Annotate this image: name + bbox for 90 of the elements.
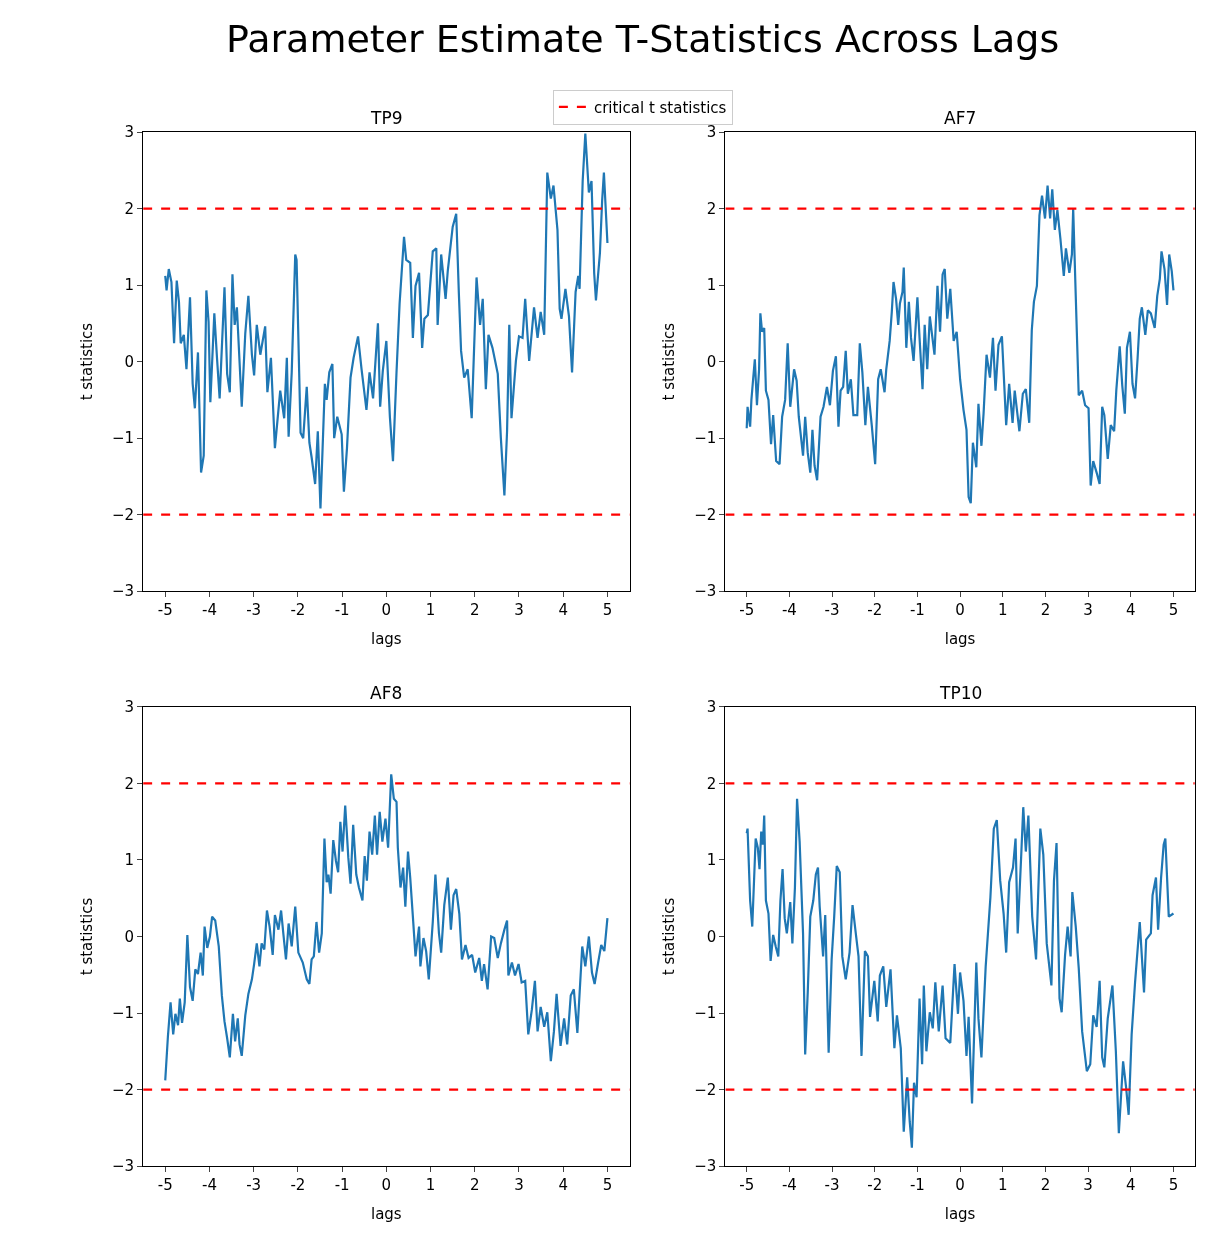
x-tick-label: 5 <box>602 601 613 620</box>
x-tick-label: -1 <box>334 601 350 620</box>
x-tick-label: -5 <box>739 601 755 620</box>
x-tick-label: -5 <box>157 601 173 620</box>
x-tick-label: 0 <box>381 601 392 620</box>
y-tick-label: 2 <box>706 774 717 793</box>
line-series <box>164 132 609 510</box>
y-axis-title: t statistics <box>78 322 97 401</box>
x-axis-title: lags <box>944 630 976 649</box>
y-tick-label: 2 <box>124 774 135 793</box>
x-axis-title: lags <box>370 1205 402 1224</box>
x-tick-label: -2 <box>290 601 306 620</box>
y-tick-label: −1 <box>694 1004 717 1023</box>
x-tick-label: 0 <box>955 601 965 620</box>
x-tick-label: -1 <box>334 1176 350 1195</box>
x-tick-label: 2 <box>1040 1176 1051 1195</box>
text: Parameter Estimate T-Statistics Across Lags <box>226 17 1060 61</box>
y-tick-label: 1 <box>124 851 135 870</box>
y-tick-label: −2 <box>694 505 717 524</box>
x-tick-label: -4 <box>781 601 797 620</box>
y-tick-label: 0 <box>124 927 135 946</box>
y-tick-label: 0 <box>124 352 135 371</box>
x-tick-label: 3 <box>1083 601 1093 620</box>
x-tick-label: 1 <box>425 1176 436 1195</box>
y-tick-label: −2 <box>112 505 135 524</box>
y-tick-label: −1 <box>694 429 717 448</box>
x-tick-label: 3 <box>514 601 524 620</box>
y-tick-label: −2 <box>112 1080 135 1099</box>
line-series <box>745 797 1175 1149</box>
y-tick-label: 2 <box>706 199 717 218</box>
x-tick-label: 3 <box>514 1176 524 1195</box>
x-tick-label: -1 <box>909 1176 925 1195</box>
y-tick-label: 3 <box>124 123 135 142</box>
y-tick-label: 1 <box>124 276 135 295</box>
line-series <box>164 773 609 1082</box>
x-tick-label: 2 <box>470 601 480 620</box>
y-tick-label: −1 <box>112 1004 135 1023</box>
x-tick-label: -5 <box>739 1176 755 1195</box>
y-tick-label: 2 <box>124 199 135 218</box>
x-tick-label: 1 <box>997 1176 1008 1195</box>
x-tick-label: 1 <box>997 601 1008 620</box>
x-axis-title: lags <box>370 630 402 649</box>
x-axis-title: lags <box>944 1205 976 1224</box>
y-tick-label: 0 <box>706 927 717 946</box>
x-tick-label: 4 <box>1126 601 1136 620</box>
x-tick-label: -3 <box>824 1176 840 1195</box>
x-tick-label: -3 <box>824 601 840 620</box>
x-tick-label: -3 <box>246 1176 262 1195</box>
y-axis-title: t statistics <box>660 322 679 401</box>
chart-title: TP9 <box>370 108 403 128</box>
x-tick-label: 4 <box>1126 1176 1136 1195</box>
y-tick-label: 3 <box>706 123 717 142</box>
y-tick-label: 1 <box>706 851 717 870</box>
chart-title: AF7 <box>944 108 977 128</box>
x-tick-label: 2 <box>470 1176 480 1195</box>
x-tick-label: -1 <box>909 601 925 620</box>
y-tick-label: −1 <box>112 429 135 448</box>
y-tick-label: 3 <box>706 698 717 717</box>
x-tick-label: 0 <box>955 1176 965 1195</box>
x-tick-label: 3 <box>1083 1176 1093 1195</box>
y-tick-label: 3 <box>124 698 135 717</box>
y-tick-label: −3 <box>112 1157 135 1176</box>
y-axis-title: t statistics <box>78 897 97 976</box>
x-tick-label: 1 <box>425 601 436 620</box>
line-series <box>745 184 1175 505</box>
y-tick-label: −3 <box>694 582 717 601</box>
x-tick-label: -2 <box>290 1176 306 1195</box>
x-tick-label: -2 <box>867 601 883 620</box>
y-tick-label: −3 <box>694 1157 717 1176</box>
x-tick-label: -3 <box>246 601 262 620</box>
y-tick-label: 1 <box>706 276 717 295</box>
legend-label: critical t statistics <box>593 98 727 117</box>
x-tick-label: 4 <box>558 1176 568 1195</box>
y-tick-label: −2 <box>694 1080 717 1099</box>
x-tick-label: 2 <box>1040 601 1051 620</box>
y-axis-title: t statistics <box>660 897 679 976</box>
x-tick-label: -4 <box>781 1176 797 1195</box>
x-tick-label: -2 <box>867 1176 883 1195</box>
x-tick-label: -5 <box>157 1176 173 1195</box>
y-tick-label: −3 <box>112 582 135 601</box>
x-tick-label: 5 <box>1168 601 1179 620</box>
chart-title: TP10 <box>939 683 983 703</box>
x-tick-label: -4 <box>201 601 217 620</box>
x-tick-label: 5 <box>602 1176 613 1195</box>
x-tick-label: 4 <box>558 601 568 620</box>
x-tick-label: 5 <box>1168 1176 1179 1195</box>
y-tick-label: 0 <box>706 352 717 371</box>
chart-title: AF8 <box>370 683 403 703</box>
x-tick-label: 0 <box>381 1176 392 1195</box>
x-tick-label: -4 <box>201 1176 217 1195</box>
